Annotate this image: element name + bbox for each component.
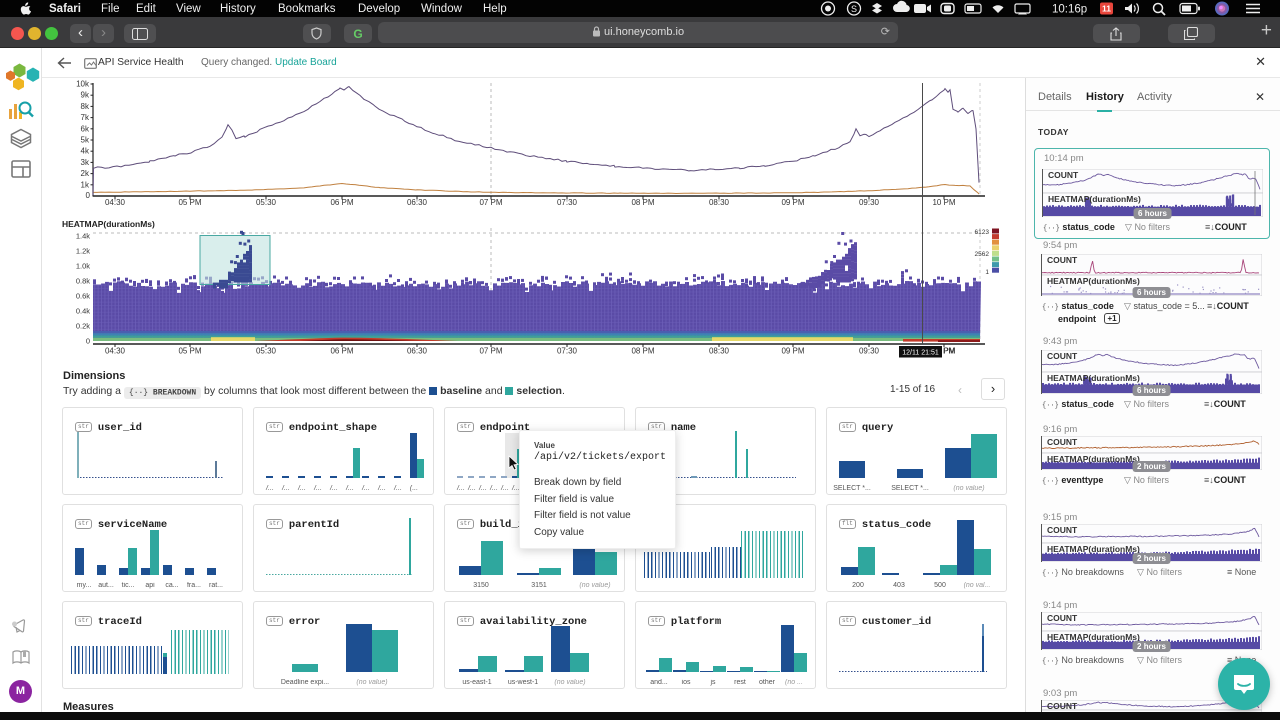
svg-text:5k: 5k bbox=[81, 136, 90, 145]
svg-text:0.4k: 0.4k bbox=[76, 307, 90, 316]
svg-text:05:30: 05:30 bbox=[256, 347, 277, 356]
svg-text:1.4k: 1.4k bbox=[76, 232, 90, 241]
svg-text:06 PM: 06 PM bbox=[330, 198, 353, 207]
svg-text:05 PM: 05 PM bbox=[178, 347, 201, 356]
svg-text:05:30: 05:30 bbox=[256, 198, 277, 207]
svg-text:05 PM: 05 PM bbox=[178, 198, 201, 207]
svg-text:09 PM: 09 PM bbox=[781, 347, 804, 356]
svg-text:07 PM: 07 PM bbox=[479, 347, 502, 356]
svg-text:10 PM: 10 PM bbox=[932, 198, 955, 207]
svg-text:04:30: 04:30 bbox=[105, 347, 126, 356]
svg-text:10k: 10k bbox=[76, 80, 90, 89]
svg-text:PM: PM bbox=[943, 347, 955, 356]
svg-text:09:30: 09:30 bbox=[859, 347, 880, 356]
svg-text:08:30: 08:30 bbox=[709, 198, 730, 207]
svg-text:0: 0 bbox=[86, 191, 91, 200]
svg-text:12/11 21:51: 12/11 21:51 bbox=[902, 350, 939, 357]
svg-text:08 PM: 08 PM bbox=[631, 347, 654, 356]
svg-text:0.6k: 0.6k bbox=[76, 292, 90, 301]
svg-text:1.0k: 1.0k bbox=[76, 262, 90, 271]
svg-text:07:30: 07:30 bbox=[557, 198, 578, 207]
svg-text:0: 0 bbox=[86, 337, 90, 346]
svg-text:06 PM: 06 PM bbox=[330, 347, 353, 356]
svg-text:6k: 6k bbox=[81, 124, 90, 133]
svg-text:08 PM: 08 PM bbox=[631, 198, 654, 207]
svg-text:9k: 9k bbox=[81, 91, 90, 100]
svg-text:10 PM: 10 PM bbox=[932, 347, 955, 356]
svg-text:06:30: 06:30 bbox=[407, 347, 428, 356]
svg-text:07:30: 07:30 bbox=[557, 347, 578, 356]
svg-text:0.2k: 0.2k bbox=[76, 322, 90, 331]
svg-text:S: S bbox=[851, 4, 857, 14]
svg-text:1: 1 bbox=[985, 269, 989, 276]
svg-text:11: 11 bbox=[1102, 4, 1111, 14]
svg-text:4k: 4k bbox=[81, 147, 90, 156]
svg-text:6123: 6123 bbox=[975, 229, 990, 236]
svg-text:08:30: 08:30 bbox=[709, 347, 730, 356]
svg-text:1.2k: 1.2k bbox=[76, 247, 90, 256]
svg-text:10:16p: 10:16p bbox=[1052, 4, 1087, 16]
svg-text:0.8k: 0.8k bbox=[76, 277, 90, 286]
svg-text:2562: 2562 bbox=[975, 251, 990, 258]
svg-text:09 PM: 09 PM bbox=[781, 198, 804, 207]
svg-text:04:30: 04:30 bbox=[105, 198, 126, 207]
svg-text:8k: 8k bbox=[81, 102, 90, 111]
svg-text:07 PM: 07 PM bbox=[479, 198, 502, 207]
svg-text:2k: 2k bbox=[81, 169, 90, 178]
svg-text:7k: 7k bbox=[81, 113, 90, 122]
svg-text:1k: 1k bbox=[81, 180, 90, 189]
svg-text:3k: 3k bbox=[81, 158, 90, 167]
svg-text:06:30: 06:30 bbox=[407, 198, 428, 207]
svg-text:09:30: 09:30 bbox=[859, 198, 880, 207]
